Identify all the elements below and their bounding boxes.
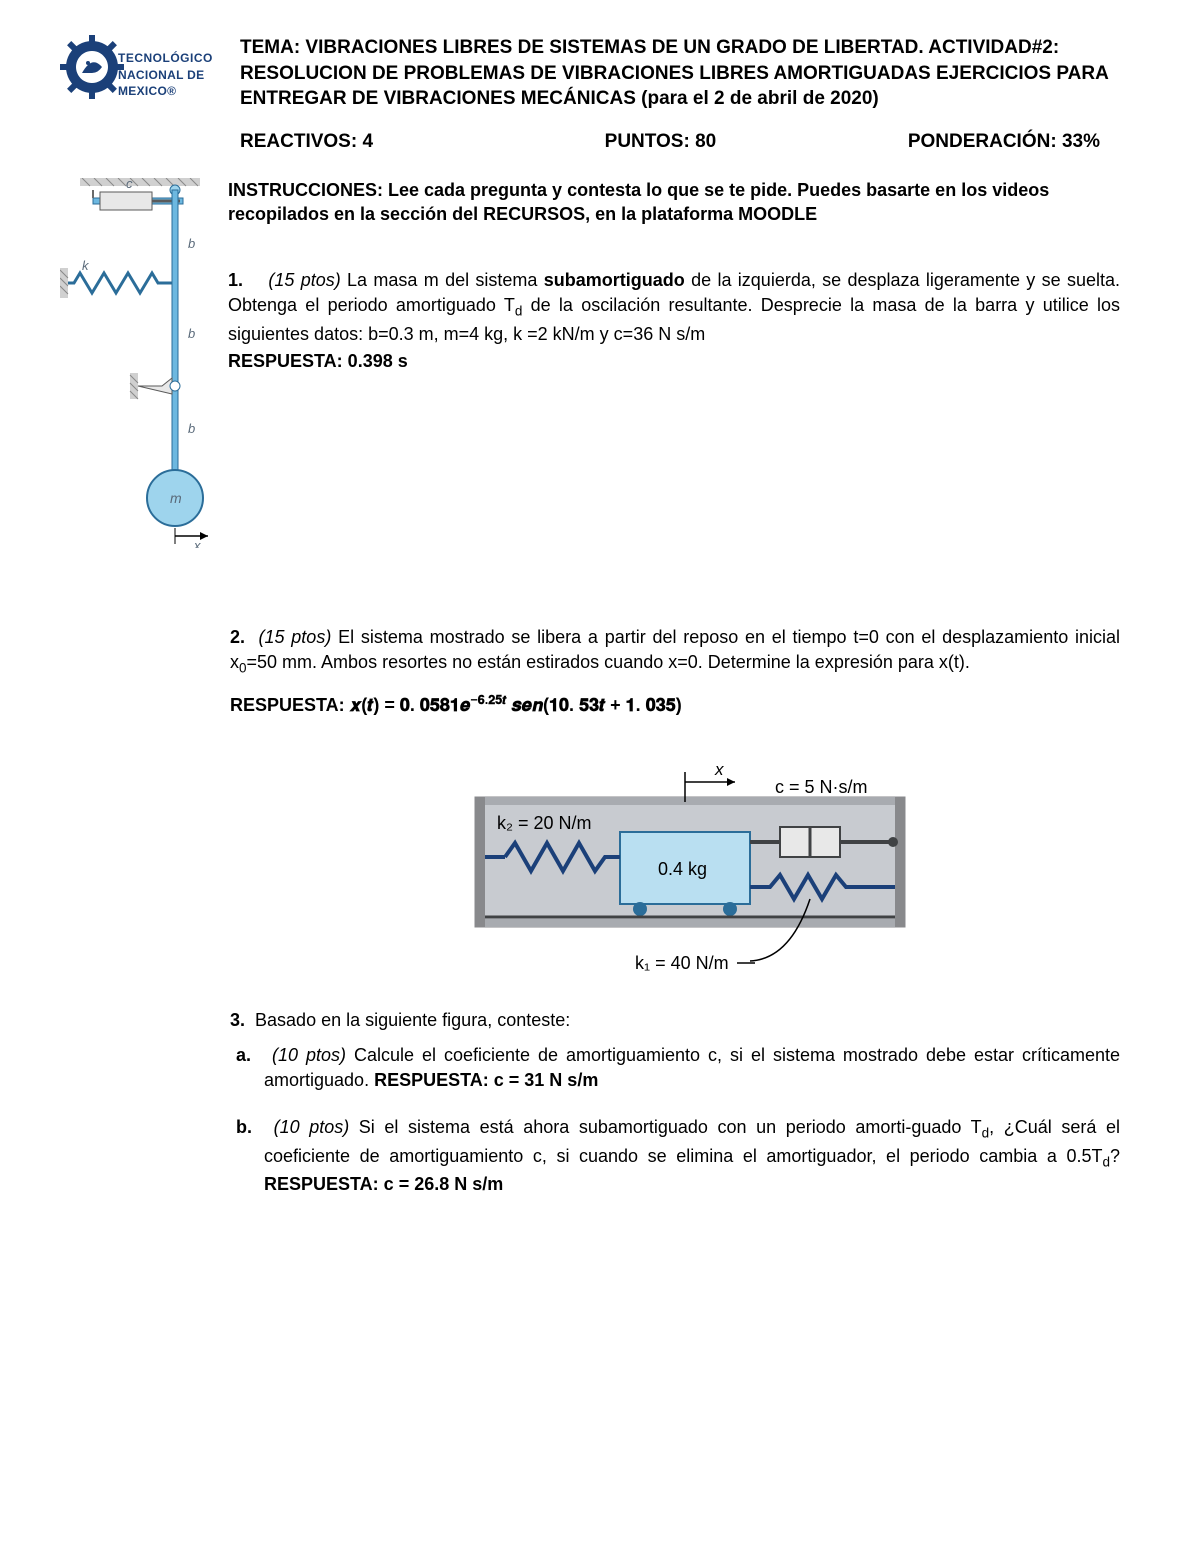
q3b-text1: Si el sistema está ahora subamortiguado … — [349, 1117, 981, 1137]
q2-text-b: =50 mm. Ambos resortes no están estirado… — [247, 652, 970, 672]
fig1-label-k: k — [82, 258, 90, 273]
q1-bold: subamortiguado — [544, 270, 685, 290]
document-title: TEMA: VIBRACIONES LIBRES DE SISTEMAS DE … — [240, 35, 1120, 112]
q2-eq-pre: 𝒙(𝒕) = 𝟎. 𝟎𝟓𝟖𝟏𝒆 — [345, 695, 471, 715]
fig1-label-m: m — [170, 490, 182, 506]
gear-icon — [60, 35, 124, 115]
q3b-answer: RESPUESTA: c = 26.8 N s/m — [264, 1174, 503, 1194]
logo-text: TECNOLÓGICO NACIONAL DE MEXICO® — [118, 50, 230, 100]
question-2: 2. (15 ptos) El sistema mostrado se libe… — [230, 625, 1120, 719]
fig1-label-b2: b — [188, 326, 195, 341]
ponderacion-label: PONDERACIÓN: 33% — [908, 129, 1100, 156]
q2-answer: RESPUESTA: 𝒙(𝒕) = 𝟎. 𝟎𝟓𝟖𝟏𝒆−𝟔.𝟐𝟓𝒕 𝒔𝒆𝒏(𝟏𝟎.… — [230, 692, 1120, 718]
q1-number: 1. — [228, 270, 243, 290]
logo-line2: NACIONAL DE MEXICO® — [118, 67, 230, 101]
logo-line1: TECNOLÓGICO — [118, 50, 230, 67]
q1-text-a: La masa m del sistema — [341, 270, 544, 290]
fig2-c-label: c = 5 N·s/m — [775, 777, 868, 797]
fig2-x-label: x — [714, 760, 724, 779]
q3-item-a: (10 ptos) Calcule el coeficiente de amor… — [264, 1043, 1120, 1093]
q1-points: (15 ptos) — [268, 270, 340, 290]
q2-eq-post: 𝒔𝒆𝒏(𝟏𝟎. 𝟓𝟑𝒕 + 𝟏. 𝟎𝟑𝟓) — [507, 695, 682, 715]
fig2-k1-label: k₁ = 40 N/m — [635, 953, 729, 973]
fig1-label-c: c — [126, 178, 133, 191]
q3a-answer: RESPUESTA: c = 31 N s/m — [374, 1070, 598, 1090]
q2-number: 2. — [230, 627, 245, 647]
header: TECNOLÓGICO NACIONAL DE MEXICO® TEMA: VI… — [60, 35, 1120, 115]
institution-logo: TECNOLÓGICO NACIONAL DE MEXICO® — [60, 35, 230, 115]
fig2-mass-label: 0.4 kg — [658, 859, 707, 879]
instructions-text-col: INSTRUCCIONES: Lee cada pregunta y conte… — [228, 178, 1120, 375]
q3a-points: (10 ptos) — [272, 1045, 346, 1065]
q3-lead: Basado en la siguiente figura, conteste: — [255, 1010, 570, 1030]
meta-row: REACTIVOS: 4 PUNTOS: 80 PONDERACIÓN: 33% — [240, 129, 1120, 156]
instructions-row: c k b b b m x IN — [60, 178, 1120, 555]
q3b-sub2: d — [1102, 1154, 1110, 1169]
q2-resp-label: RESPUESTA: — [230, 695, 345, 715]
question-3: 3. Basado en la siguiente figura, contes… — [230, 1008, 1120, 1198]
fig2-k2-label: k₂ = 20 N/m — [497, 813, 592, 833]
q2-eq-exp: −𝟔.𝟐𝟓𝒕 — [470, 693, 506, 707]
q3-item-b: (10 ptos) Si el sistema está ahora subam… — [264, 1115, 1120, 1197]
q3-number: 3. — [230, 1010, 245, 1030]
reactivos-label: REACTIVOS: 4 — [240, 129, 373, 156]
figure-1: c k b b b m x — [60, 178, 210, 555]
fig1-label-b1: b — [188, 236, 195, 251]
q1-answer: RESPUESTA: 0.398 s — [228, 349, 1120, 374]
q3b-text3: ? — [1110, 1146, 1120, 1166]
q3b-points: (10 ptos) — [274, 1117, 350, 1137]
instructions-text: INSTRUCCIONES: Lee cada pregunta y conte… — [228, 178, 1120, 227]
question-1: 1. (15 ptos) La masa m del sistema subam… — [228, 268, 1120, 374]
figure-2: 0.4 kg x c = 5 N·s/m — [230, 747, 1120, 984]
q2-points: (15 ptos) — [259, 627, 332, 647]
fig1-label-b3: b — [188, 421, 195, 436]
q2-x0-sub: 0 — [239, 661, 247, 676]
fig1-label-x: x — [193, 538, 201, 548]
body-block: 2. (15 ptos) El sistema mostrado se libe… — [230, 625, 1120, 1198]
puntos-label: PUNTOS: 80 — [605, 129, 717, 156]
